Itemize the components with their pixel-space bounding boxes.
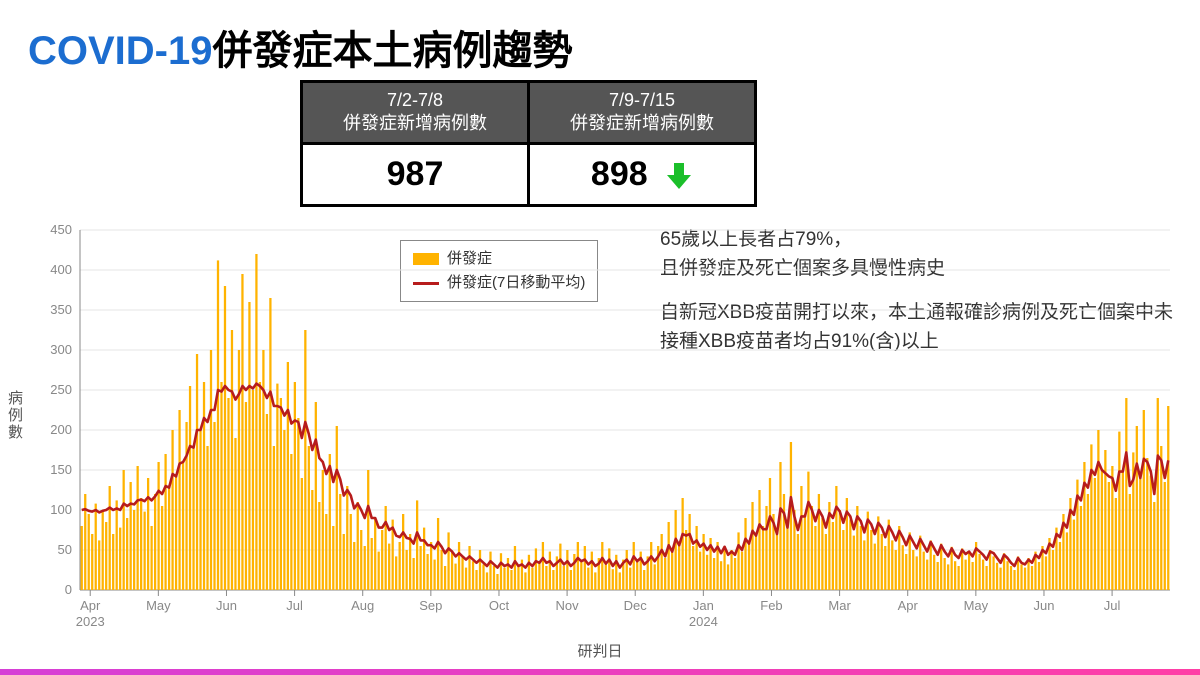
svg-text:Apr: Apr [80, 598, 101, 613]
summary-col1-header: 7/9-7/15併發症新增病例數 [529, 82, 756, 144]
svg-text:Oct: Oct [489, 598, 510, 613]
svg-text:Feb: Feb [760, 598, 782, 613]
svg-text:Apr: Apr [898, 598, 919, 613]
svg-text:50: 50 [58, 542, 72, 557]
svg-text:450: 450 [50, 222, 72, 237]
summary-col1-value: 898 [529, 143, 756, 205]
svg-text:May: May [146, 598, 171, 613]
svg-text:Jun: Jun [216, 598, 237, 613]
trend-down-icon [665, 161, 693, 191]
svg-text:Dec: Dec [624, 598, 648, 613]
svg-text:Mar: Mar [828, 598, 851, 613]
svg-text:400: 400 [50, 262, 72, 277]
svg-text:Nov: Nov [556, 598, 580, 613]
svg-text:Jun: Jun [1033, 598, 1054, 613]
title-rest: 併發症本土病例趨勢 [213, 29, 573, 73]
page-title: COVID-19併發症本土病例趨勢 [28, 18, 573, 76]
svg-text:350: 350 [50, 302, 72, 317]
svg-text:300: 300 [50, 342, 72, 357]
svg-text:250: 250 [50, 382, 72, 397]
chart-area: 050100150200250300350400450Apr2023MayJun… [20, 220, 1180, 650]
summary-col0-value: 987 [302, 143, 529, 205]
svg-text:Jul: Jul [1104, 598, 1121, 613]
summary-col0-header: 7/2-7/8併發症新增病例數 [302, 82, 529, 144]
svg-text:2024: 2024 [689, 614, 718, 629]
svg-text:2023: 2023 [76, 614, 105, 629]
svg-text:0: 0 [65, 582, 72, 597]
svg-text:Jan: Jan [693, 598, 714, 613]
x-axis-label: 研判日 [0, 640, 1200, 661]
svg-text:200: 200 [50, 422, 72, 437]
title-prefix: COVID-19 [28, 29, 213, 73]
svg-text:100: 100 [50, 502, 72, 517]
summary-table: 7/2-7/8併發症新增病例數 7/9-7/15併發症新增病例數 987 898 [300, 80, 757, 207]
svg-text:May: May [964, 598, 989, 613]
footer-accent-bar [0, 669, 1200, 675]
svg-text:150: 150 [50, 462, 72, 477]
svg-text:Aug: Aug [351, 598, 374, 613]
trend-chart: 050100150200250300350400450Apr2023MayJun… [20, 220, 1180, 640]
svg-text:Sep: Sep [419, 598, 442, 613]
svg-text:Jul: Jul [286, 598, 303, 613]
